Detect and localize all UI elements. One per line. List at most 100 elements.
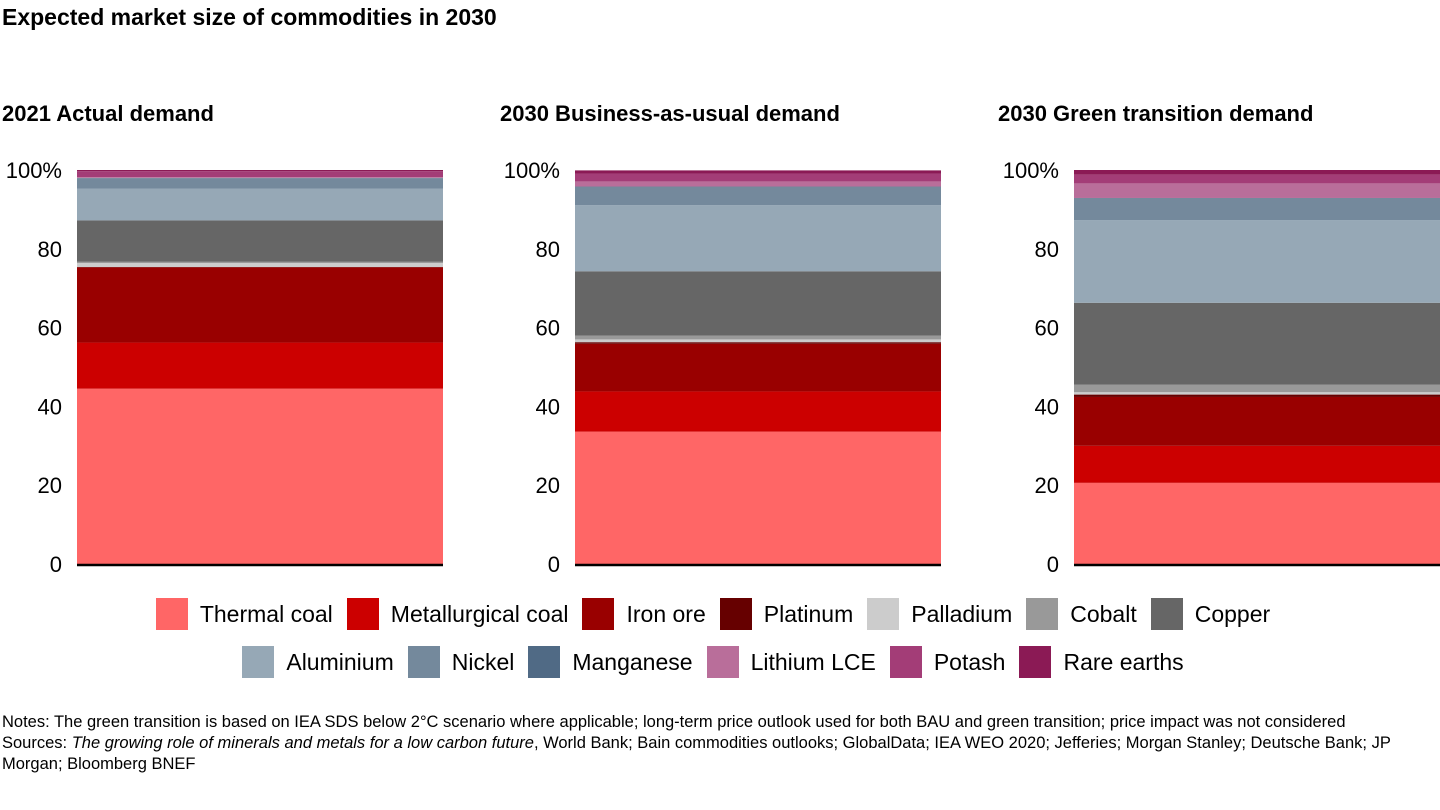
legend-item: Lithium LCE (706, 646, 876, 678)
bar-segment-nickel (77, 178, 443, 189)
y-tick-label: 80 (38, 237, 62, 262)
legend-item: Potash (889, 646, 1006, 678)
bar-segment-cobalt (575, 335, 941, 340)
y-tick-label: 0 (50, 552, 62, 577)
legend-label: Manganese (572, 648, 693, 675)
bar-segment-aluminium (575, 205, 941, 272)
legend-swatch (706, 646, 739, 678)
legend-swatch (528, 646, 561, 678)
bar-segment-thermal-coal (575, 431, 941, 564)
bar-segment-rare-earths (575, 170, 941, 174)
bar-segment-aluminium (1074, 220, 1440, 303)
legend-label: Aluminium (286, 648, 394, 675)
y-tick-label: 0 (548, 552, 560, 577)
panel-title-bau: 2030 Business-as-usual demand (500, 101, 840, 126)
legend-swatch (889, 646, 922, 678)
legend-swatch (1019, 646, 1052, 678)
bar-segment-iron-ore (1074, 396, 1440, 446)
bar-segment-potash (575, 173, 941, 182)
notes-text: Notes: The green transition is based on … (2, 713, 1346, 731)
bar-segment-potash (77, 171, 443, 178)
bar-segment-cobalt (1074, 384, 1440, 393)
legend-item: Platinum (719, 598, 854, 630)
legend-item: Metallurgical coal (346, 598, 569, 630)
notes: Notes: The green transition is based on … (2, 712, 1438, 775)
bar-segment-platinum (1074, 394, 1440, 397)
legend-label: Lithium LCE (750, 648, 876, 675)
y-tick-label: 60 (1035, 316, 1059, 341)
y-tick-label: 100% (504, 158, 560, 183)
legend-item: Cobalt (1026, 598, 1137, 630)
bar-segment-lithium-lce (1074, 183, 1440, 198)
bar-segment-thermal-coal (1074, 482, 1440, 564)
legend-swatch (346, 598, 379, 630)
bar-segment-copper (1074, 302, 1440, 385)
y-tick-label: 60 (536, 316, 560, 341)
bar-segment-nickel (575, 186, 941, 206)
legend-label: Iron ore (626, 600, 706, 627)
bar-segment-potash (1074, 174, 1440, 184)
bar-segment-palladium (77, 262, 443, 267)
legend-swatch (719, 598, 752, 630)
y-tick-label: 80 (1035, 237, 1059, 262)
bar-segment-nickel (1074, 198, 1440, 221)
y-tick-label: 100% (1003, 158, 1059, 183)
legend-item: Palladium (867, 598, 1012, 630)
bar-segment-metallurgical-coal (77, 342, 443, 389)
legend-label: Copper (1194, 600, 1271, 627)
bar-segment-iron-ore (77, 267, 443, 343)
bar-segment-iron-ore (575, 343, 941, 392)
bar-segment-palladium (575, 339, 941, 343)
legend-label: Rare earths (1063, 648, 1184, 675)
bar-segment-lithium-lce (575, 181, 941, 187)
legend-label: Palladium (911, 600, 1013, 627)
panel-title-green: 2030 Green transition demand (998, 101, 1314, 126)
bar-segment-platinum (575, 342, 941, 344)
legend-swatch (407, 646, 440, 678)
bar-segment-rare-earths (1074, 170, 1440, 175)
bar-segment-aluminium (77, 188, 443, 221)
panel-title-2021: 2021 Actual demand (2, 101, 214, 126)
legend-label: Platinum (763, 600, 854, 627)
legend-swatch (582, 598, 615, 630)
legend-row-2: Aluminium Nickel Manganese Lithium LCE Potas… (0, 646, 1440, 678)
legend-swatch (867, 598, 900, 630)
bar-segment-thermal-coal (77, 388, 443, 564)
y-tick-label: 40 (38, 394, 62, 419)
legend-item: Aluminium (242, 646, 394, 678)
y-tick-label: 40 (536, 394, 560, 419)
bar-segment-copper (575, 271, 941, 336)
legend-item: Copper (1150, 598, 1271, 630)
y-tick-label: 20 (536, 473, 560, 498)
sources-text: Sources: The growing role of minerals an… (2, 734, 1391, 773)
y-tick-label: 20 (38, 473, 62, 498)
bar-segment-cobalt (77, 261, 443, 263)
legend-item: Rare earths (1019, 646, 1184, 678)
legend-swatch (242, 646, 275, 678)
legend-label: Cobalt (1070, 600, 1137, 627)
bar-segment-lithium-lce (77, 177, 443, 178)
legend-label: Thermal coal (199, 600, 333, 627)
legend-row-1: Thermal coal Metallurgical coal Iron ore Pl… (0, 598, 1440, 630)
y-tick-label: 20 (1035, 473, 1059, 498)
bar-segment-rare-earths (77, 170, 443, 172)
y-tick-label: 60 (38, 316, 62, 341)
legend-label: Potash (933, 648, 1006, 675)
y-tick-label: 100% (6, 158, 62, 183)
y-tick-label: 0 (1047, 552, 1059, 577)
legend-label: Metallurgical coal (390, 600, 569, 627)
stacked-bar-charts: 0 20 40 60 80 100% 0 20 40 60 80 100% 0 20 40 60 80 100% (6, 158, 1440, 577)
bar-segment-metallurgical-coal (1074, 445, 1440, 483)
bar-segment-metallurgical-coal (575, 391, 941, 432)
legend-item: Nickel (407, 646, 515, 678)
legend-item: Iron ore (582, 598, 706, 630)
legend-swatch (1026, 598, 1059, 630)
legend-label: Nickel (451, 648, 515, 675)
legend-item: Manganese (528, 646, 693, 678)
y-tick-label: 80 (536, 237, 560, 262)
y-tick-label: 40 (1035, 394, 1059, 419)
legend-swatch (155, 598, 188, 630)
legend-swatch (1150, 598, 1183, 630)
bar-segment-copper (77, 220, 443, 262)
legend-item: Thermal coal (155, 598, 333, 630)
